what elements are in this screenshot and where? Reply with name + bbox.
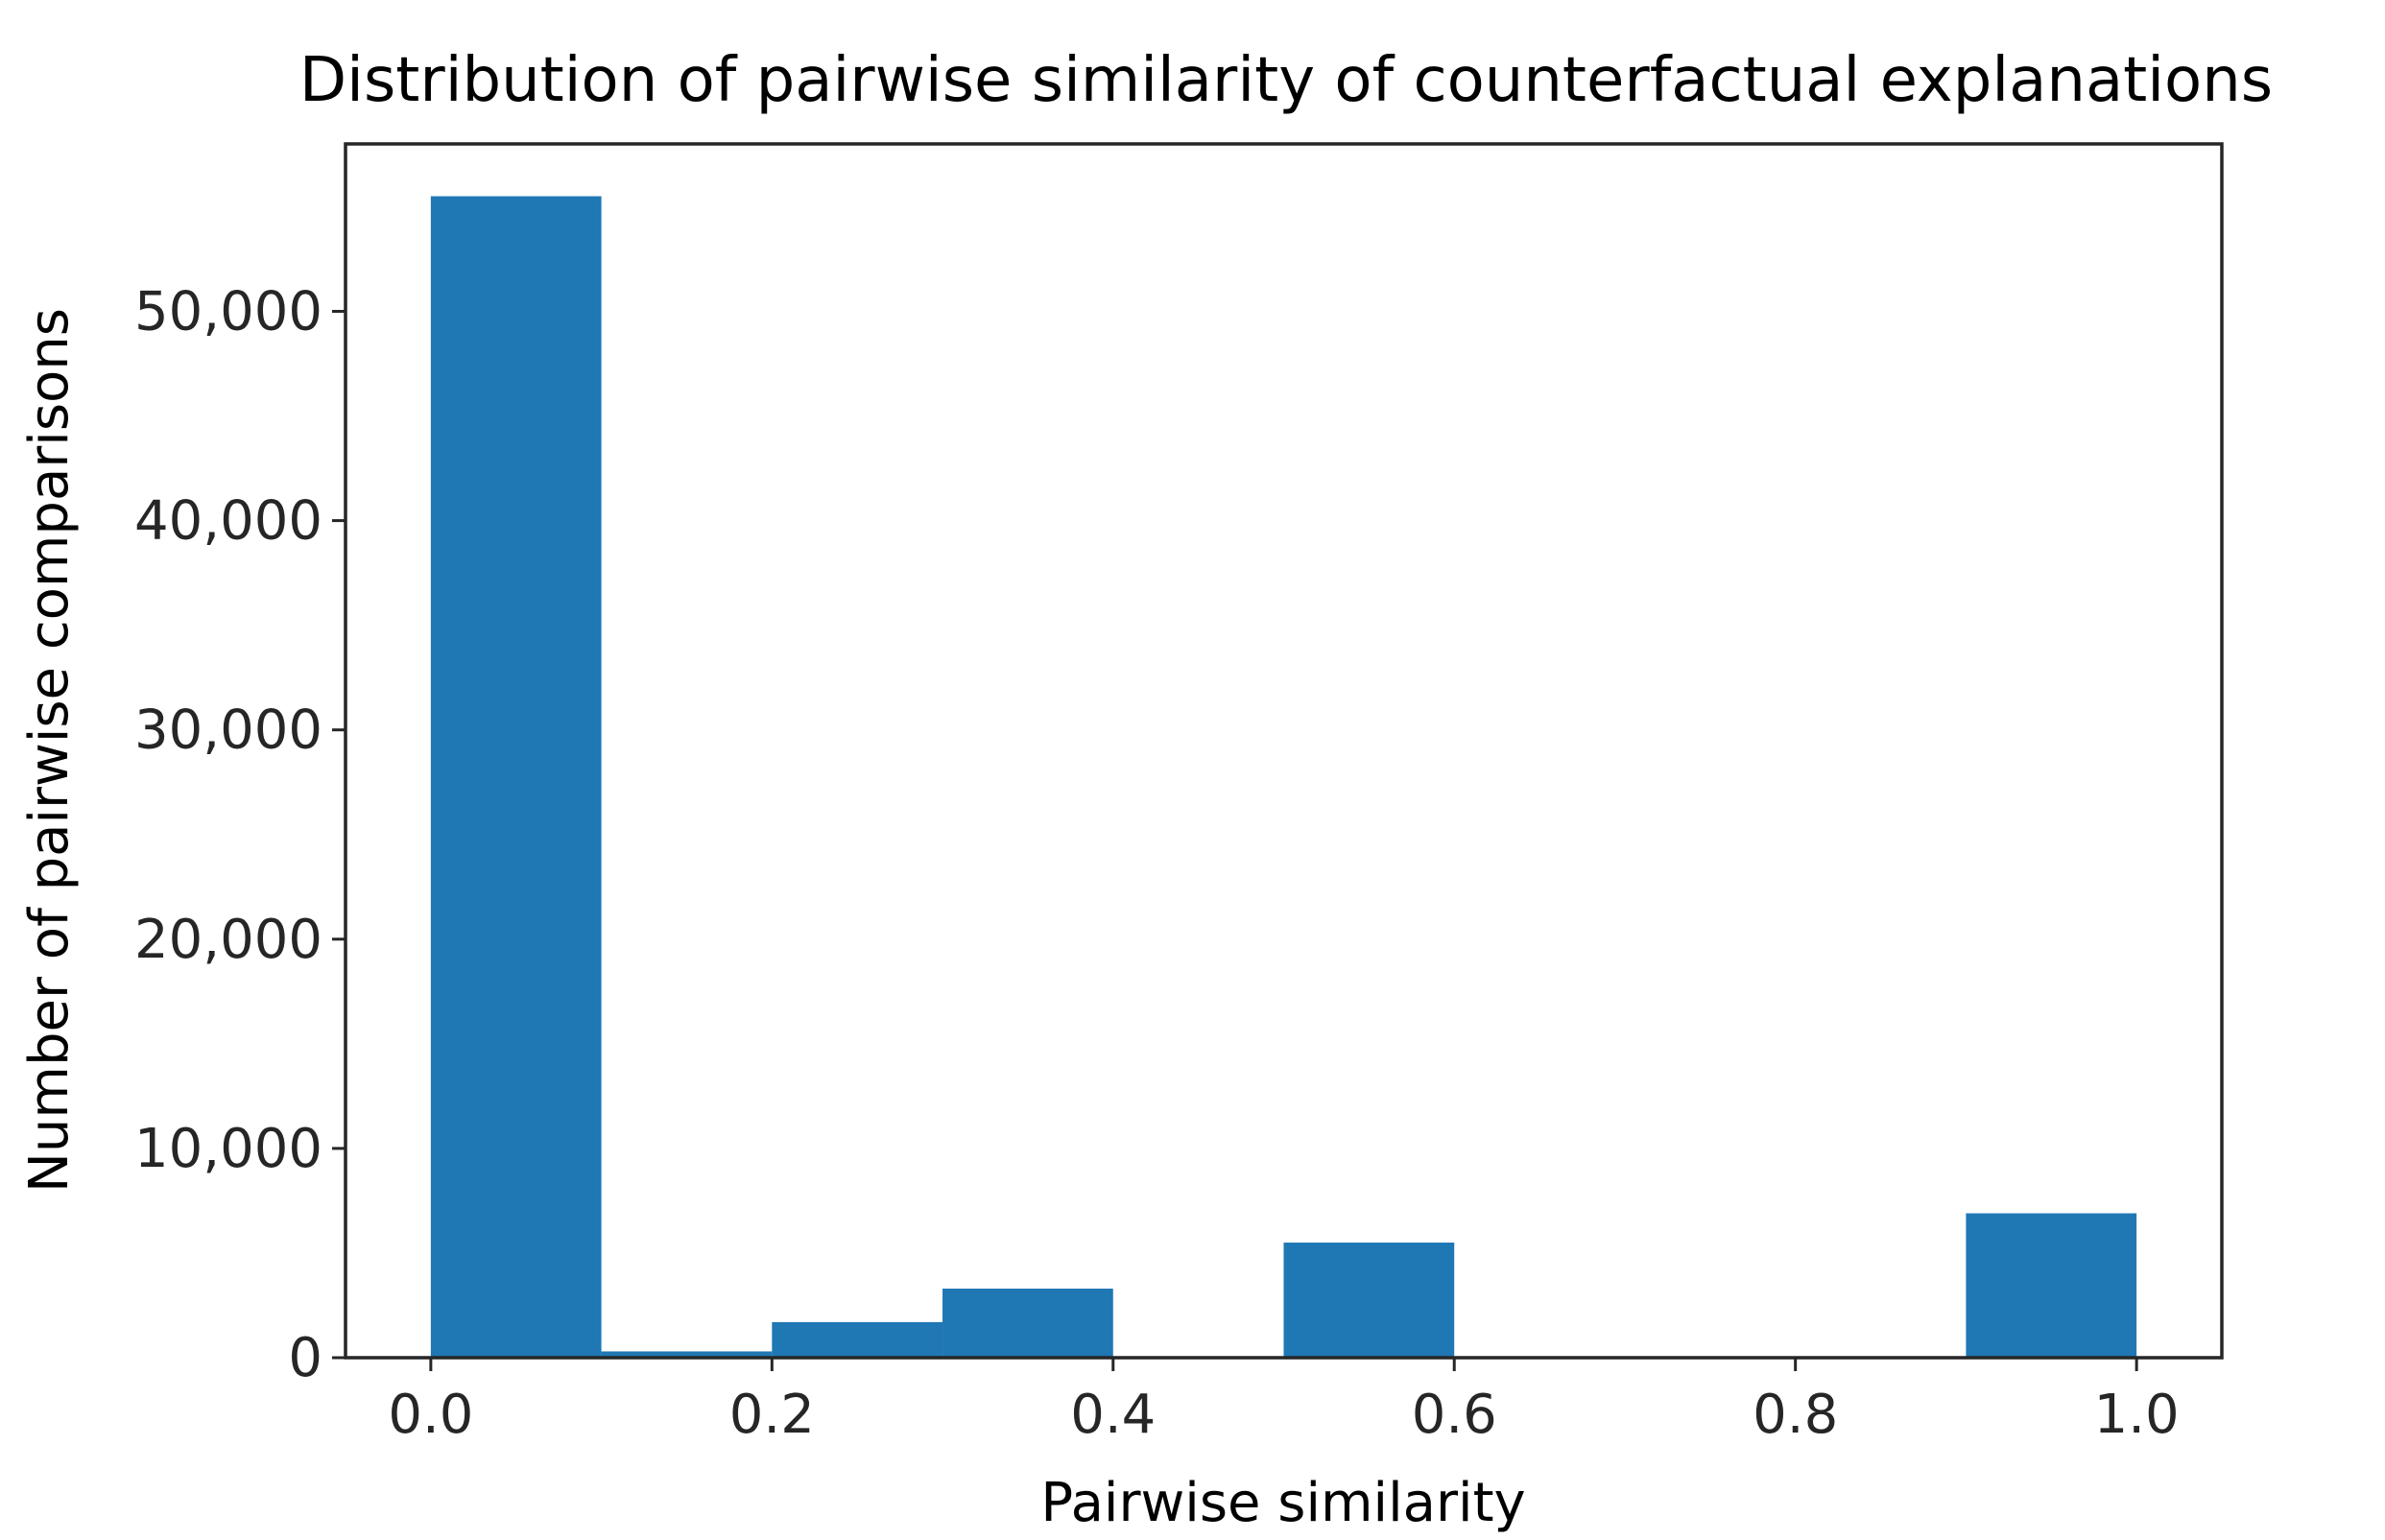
y-tick-label-4: 40,000 xyxy=(134,490,322,553)
y-tick-label-5: 50,000 xyxy=(134,280,322,343)
chart-title: Distribution of pairwise similarity of c… xyxy=(299,45,2273,116)
y-tick-label-1: 10,000 xyxy=(134,1118,322,1180)
x-tick-label-3: 0.6 xyxy=(1412,1384,1497,1446)
histogram-bar-9 xyxy=(1966,1213,2137,1358)
bars-group xyxy=(430,196,2137,1358)
x-axis-ticks: 0.0 0.2 0.4 0.6 0.8 1.0 xyxy=(388,1358,2180,1446)
y-tick-label-0: 0 xyxy=(288,1327,322,1389)
x-tick-label-2: 0.4 xyxy=(1070,1384,1156,1446)
histogram-bar-1 xyxy=(601,1351,773,1358)
x-axis-label: Pairwise similarity xyxy=(1040,1472,1525,1534)
x-tick-label-5: 1.0 xyxy=(2094,1384,2180,1446)
histogram-bar-3 xyxy=(942,1289,1113,1358)
y-axis-ticks: 0 10,000 20,000 30,000 40,000 50,000 xyxy=(134,280,346,1389)
y-tick-label-2: 20,000 xyxy=(134,909,322,971)
histogram-bar-2 xyxy=(772,1321,943,1358)
histogram-bar-5 xyxy=(1283,1243,1455,1358)
x-tick-label-0: 0.0 xyxy=(388,1384,473,1446)
y-axis-label: Number of pairwise comparisons xyxy=(18,308,81,1193)
x-tick-label-4: 0.8 xyxy=(1753,1384,1838,1446)
y-tick-label-3: 30,000 xyxy=(134,699,322,762)
histogram-bar-0 xyxy=(430,196,602,1358)
plot-frame xyxy=(344,142,2224,1360)
x-tick-label-1: 0.2 xyxy=(729,1384,815,1446)
